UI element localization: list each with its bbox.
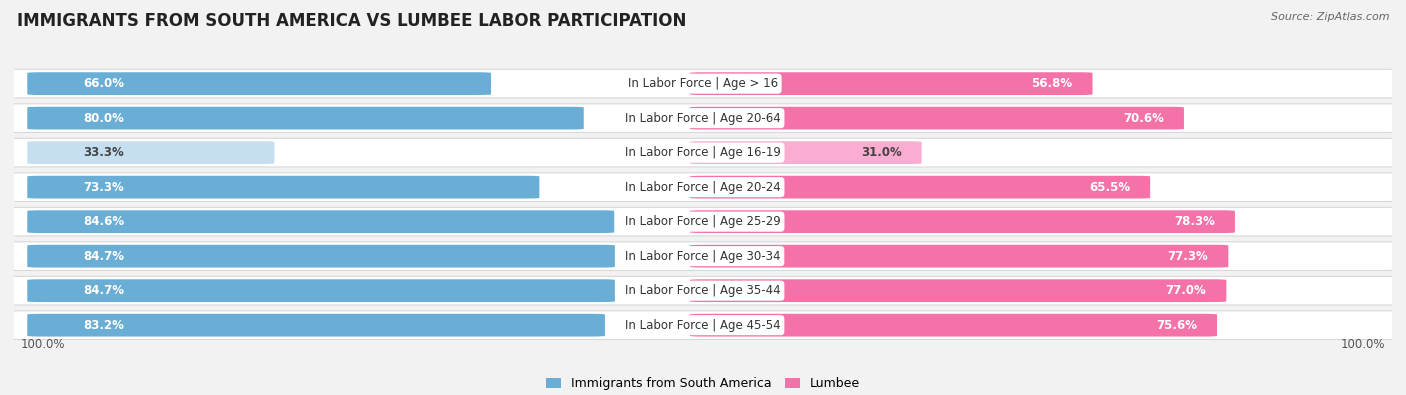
Text: In Labor Force | Age 45-54: In Labor Force | Age 45-54 xyxy=(626,319,780,332)
FancyBboxPatch shape xyxy=(1,104,1405,132)
FancyBboxPatch shape xyxy=(1,242,1405,271)
Text: 100.0%: 100.0% xyxy=(1341,338,1385,351)
Text: IMMIGRANTS FROM SOUTH AMERICA VS LUMBEE LABOR PARTICIPATION: IMMIGRANTS FROM SOUTH AMERICA VS LUMBEE … xyxy=(17,12,686,30)
Text: In Labor Force | Age > 16: In Labor Force | Age > 16 xyxy=(628,77,778,90)
FancyBboxPatch shape xyxy=(27,176,540,199)
FancyBboxPatch shape xyxy=(27,279,614,302)
Text: 100.0%: 100.0% xyxy=(21,338,65,351)
FancyBboxPatch shape xyxy=(27,210,614,233)
FancyBboxPatch shape xyxy=(1,207,1405,236)
Text: 66.0%: 66.0% xyxy=(83,77,125,90)
FancyBboxPatch shape xyxy=(690,107,1184,130)
Text: 65.5%: 65.5% xyxy=(1090,181,1130,194)
Text: In Labor Force | Age 16-19: In Labor Force | Age 16-19 xyxy=(626,146,780,159)
Text: 77.3%: 77.3% xyxy=(1168,250,1208,263)
FancyBboxPatch shape xyxy=(27,141,274,164)
Text: 84.7%: 84.7% xyxy=(83,284,125,297)
Text: In Labor Force | Age 20-64: In Labor Force | Age 20-64 xyxy=(626,112,780,125)
Text: 31.0%: 31.0% xyxy=(860,146,901,159)
Text: 78.3%: 78.3% xyxy=(1174,215,1215,228)
FancyBboxPatch shape xyxy=(27,72,491,95)
Text: 33.3%: 33.3% xyxy=(83,146,124,159)
FancyBboxPatch shape xyxy=(690,245,1229,267)
Text: 83.2%: 83.2% xyxy=(83,319,125,332)
FancyBboxPatch shape xyxy=(690,279,1226,302)
Text: 84.7%: 84.7% xyxy=(83,250,125,263)
Text: 75.6%: 75.6% xyxy=(1156,319,1197,332)
Legend: Immigrants from South America, Lumbee: Immigrants from South America, Lumbee xyxy=(541,372,865,395)
FancyBboxPatch shape xyxy=(690,141,921,164)
Text: 73.3%: 73.3% xyxy=(83,181,124,194)
Text: 77.0%: 77.0% xyxy=(1166,284,1206,297)
Text: 70.6%: 70.6% xyxy=(1123,112,1164,125)
Text: In Labor Force | Age 35-44: In Labor Force | Age 35-44 xyxy=(626,284,780,297)
FancyBboxPatch shape xyxy=(27,314,605,337)
FancyBboxPatch shape xyxy=(27,107,583,130)
FancyBboxPatch shape xyxy=(690,176,1150,199)
FancyBboxPatch shape xyxy=(1,311,1405,339)
FancyBboxPatch shape xyxy=(1,276,1405,305)
Text: 80.0%: 80.0% xyxy=(83,112,125,125)
Text: 84.6%: 84.6% xyxy=(83,215,125,228)
FancyBboxPatch shape xyxy=(1,69,1405,98)
Text: In Labor Force | Age 20-24: In Labor Force | Age 20-24 xyxy=(626,181,780,194)
Text: In Labor Force | Age 25-29: In Labor Force | Age 25-29 xyxy=(626,215,780,228)
Text: Source: ZipAtlas.com: Source: ZipAtlas.com xyxy=(1271,12,1389,22)
Text: In Labor Force | Age 30-34: In Labor Force | Age 30-34 xyxy=(626,250,780,263)
FancyBboxPatch shape xyxy=(27,245,614,267)
Text: 56.8%: 56.8% xyxy=(1032,77,1073,90)
FancyBboxPatch shape xyxy=(690,314,1218,337)
FancyBboxPatch shape xyxy=(1,173,1405,201)
FancyBboxPatch shape xyxy=(1,138,1405,167)
FancyBboxPatch shape xyxy=(690,210,1234,233)
FancyBboxPatch shape xyxy=(690,72,1092,95)
